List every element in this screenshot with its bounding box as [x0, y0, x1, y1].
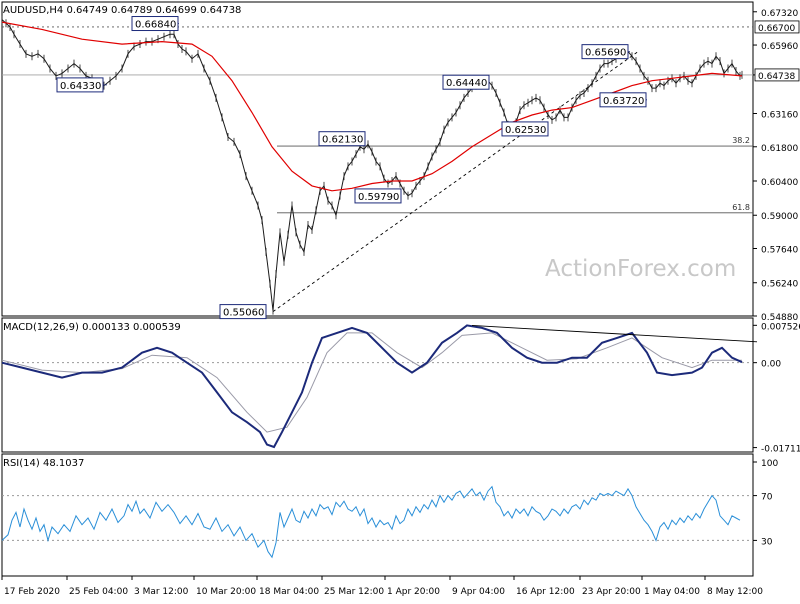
annotation-box — [354, 188, 402, 204]
rsi-tick-label: 100 — [761, 459, 778, 469]
annotation-box — [581, 44, 629, 60]
annotation-box — [442, 74, 490, 90]
right-price-box-label: 0.66700 — [758, 24, 795, 34]
right-price-box-label: 0.64738 — [758, 72, 795, 82]
macd-signal-line — [1, 332, 742, 433]
annotation-label: 0.64440 — [446, 78, 487, 89]
annotation-box — [56, 77, 104, 93]
price-tick-label: 0.59000 — [761, 212, 798, 222]
macd-line — [1, 324, 743, 449]
annotation-label: 0.62130 — [322, 135, 363, 146]
panel-frame-price — [1, 1, 754, 317]
price-tick-label: 0.54880 — [761, 313, 798, 323]
annotation-box — [599, 92, 647, 108]
x-tick-label: 10 Mar 20:00 — [196, 587, 256, 597]
macd-tick-label: 0.00 — [761, 360, 781, 370]
rsi-panel-title: RSI(14) 48.1037 — [3, 458, 84, 469]
price-trendline — [272, 51, 639, 312]
price-tick-label: 0.56240 — [761, 280, 798, 290]
x-tick-label: 25 Mar 12:00 — [324, 587, 384, 597]
x-tick-label: 18 Mar 04:00 — [259, 587, 319, 597]
price-line — [1, 19, 743, 311]
panel-frame-macd — [1, 317, 754, 453]
macd-tick-label: 0.007526 — [761, 322, 800, 332]
price-tick-label: 0.67320 — [761, 9, 798, 19]
main-panel-title: AUDUSD,H4 0.64749 0.64789 0.64699 0.6473… — [3, 5, 241, 16]
annotation-label: 0.55060 — [223, 308, 264, 319]
price-tick-label: 0.61800 — [761, 144, 798, 154]
panel-frames — [1, 1, 754, 577]
watermark: ActionForex.com — [545, 256, 736, 282]
x-tick-label: 17 Feb 2020 — [4, 587, 60, 597]
annotation-label: 0.64330 — [60, 81, 101, 92]
fib-label: 61.8 — [732, 203, 750, 212]
price-tick-label: 0.63160 — [761, 111, 798, 121]
annotation-box — [501, 121, 549, 137]
right-price-box — [754, 68, 800, 82]
chart-labels: 0.67320 0.65960 0.64738 0.63160 0.61800 0.604… — [1, 9, 800, 597]
x-tick-label: 1 Apr 20:00 — [387, 587, 440, 597]
price-tick-label: 0.65960 — [761, 42, 798, 52]
annotation-label: 0.62530 — [505, 125, 546, 136]
x-tick-label: 3 Mar 12:00 — [134, 587, 189, 597]
x-tick-label: 1 May 04:00 — [644, 587, 700, 597]
price-tick-label: 0.57640 — [761, 246, 798, 256]
annotation-label: 0.65690 — [585, 48, 626, 59]
annotation-label: 0.63720 — [603, 96, 644, 107]
macd-trendline — [471, 324, 758, 343]
chart-marks — [1, 15, 758, 559]
grid-lines — [2, 26, 753, 541]
x-tick-label: 16 Apr 12:00 — [516, 587, 575, 597]
x-tick-label: 9 Apr 04:00 — [452, 587, 505, 597]
annotation-box — [318, 131, 366, 147]
price-tick-label: 0.60400 — [761, 178, 798, 188]
annotation-box — [131, 16, 179, 32]
annotation-label: 0.66840 — [135, 20, 176, 31]
moving-average-line — [1, 21, 743, 192]
rsi-line — [1, 485, 741, 559]
panel-frame-rsi — [1, 453, 754, 577]
macd-tick-label: -0.017112 — [761, 445, 800, 455]
x-tick-label: 23 Apr 20:00 — [582, 587, 641, 597]
x-tick-label: 8 May 12:00 — [707, 587, 763, 597]
annotation-box — [219, 304, 267, 320]
rsi-tick-label: 70 — [761, 493, 773, 503]
macd-panel-title: MACD(12,26,9) 0.000133 0.000539 — [3, 322, 181, 333]
annotation-label: 0.59790 — [358, 192, 399, 203]
right-price-box — [754, 20, 800, 34]
x-tick-label: 25 Feb 04:00 — [69, 587, 128, 597]
fib-label: 38.2 — [732, 136, 750, 145]
rsi-tick-label: 30 — [761, 537, 773, 547]
